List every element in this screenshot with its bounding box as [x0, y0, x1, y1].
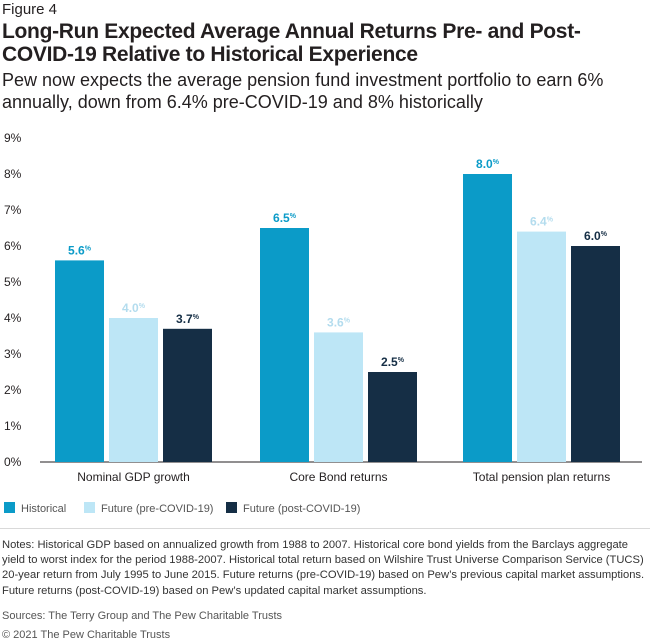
bar-value-label: 3.7% [176, 312, 200, 326]
bars [55, 174, 620, 462]
bar [463, 174, 512, 462]
bar-chart: 0% 1% 2% 3% 4% 5% 6% 7% 8% 9% 5.6% 4.0% 3.7% 6.5% 3.6… [4, 131, 642, 484]
x-axis-labels: Nominal GDP growth Core Bond returns Total… [77, 470, 610, 484]
legend-swatch-post-covid [226, 502, 237, 513]
y-tick-label: 4% [4, 311, 22, 325]
x-tick-label: Core Bond returns [289, 470, 387, 484]
bar [260, 228, 309, 462]
bar [163, 328, 212, 462]
y-tick-label: 8% [4, 167, 22, 181]
bar-value-label: 2.5% [381, 355, 405, 369]
y-tick-label: 0% [4, 455, 22, 469]
bar [571, 246, 620, 462]
y-axis: 0% 1% 2% 3% 4% 5% 6% 7% 8% 9% [4, 131, 22, 469]
x-tick-label: Total pension plan returns [473, 470, 610, 484]
bar [109, 318, 158, 462]
legend-item-post-covid: Future (post-COVID-19) [226, 502, 360, 515]
y-tick-label: 2% [4, 383, 22, 397]
legend-item-historical: Historical [4, 502, 66, 515]
legend-label-pre-covid: Future (pre-COVID-19) [101, 503, 214, 515]
y-tick-label: 5% [4, 275, 22, 289]
legend-item-pre-covid: Future (pre-COVID-19) [84, 502, 213, 515]
chart-notes: Notes: Historical GDP based on annualize… [2, 539, 645, 597]
bar-value-label: 6.0% [584, 229, 608, 243]
chart-sources: Sources: The Terry Group and The Pew Cha… [2, 610, 283, 622]
y-tick-label: 7% [4, 203, 22, 217]
y-tick-label: 1% [4, 419, 22, 433]
figure-label: Figure 4 [2, 1, 58, 18]
y-tick-label: 6% [4, 239, 22, 253]
x-tick-label: Nominal GDP growth [77, 470, 190, 484]
chart-subtitle: Pew now expects the average pension fund… [2, 70, 604, 112]
copyright: © 2021 The Pew Charitable Trusts [2, 629, 171, 641]
bar [314, 332, 363, 462]
legend-swatch-pre-covid [84, 502, 95, 513]
bar [368, 372, 417, 462]
bar-value-label: 3.6% [327, 315, 351, 329]
legend-label-historical: Historical [21, 503, 67, 515]
legend-swatch-historical [4, 502, 15, 513]
bar [517, 231, 566, 462]
legend-label-post-covid: Future (post-COVID-19) [243, 503, 361, 515]
y-tick-label: 9% [4, 131, 22, 145]
bar-value-label: 5.6% [68, 243, 92, 257]
bar [55, 260, 104, 462]
notes-divider [0, 528, 650, 529]
bar-value-label: 6.4% [530, 215, 554, 229]
bar-value-label: 6.5% [273, 211, 297, 225]
y-tick-label: 3% [4, 347, 22, 361]
bar-value-label: 4.0% [122, 301, 146, 315]
bar-value-label: 8.0% [476, 157, 500, 171]
chart-title: Long-Run Expected Average Annual Returns… [2, 20, 581, 66]
